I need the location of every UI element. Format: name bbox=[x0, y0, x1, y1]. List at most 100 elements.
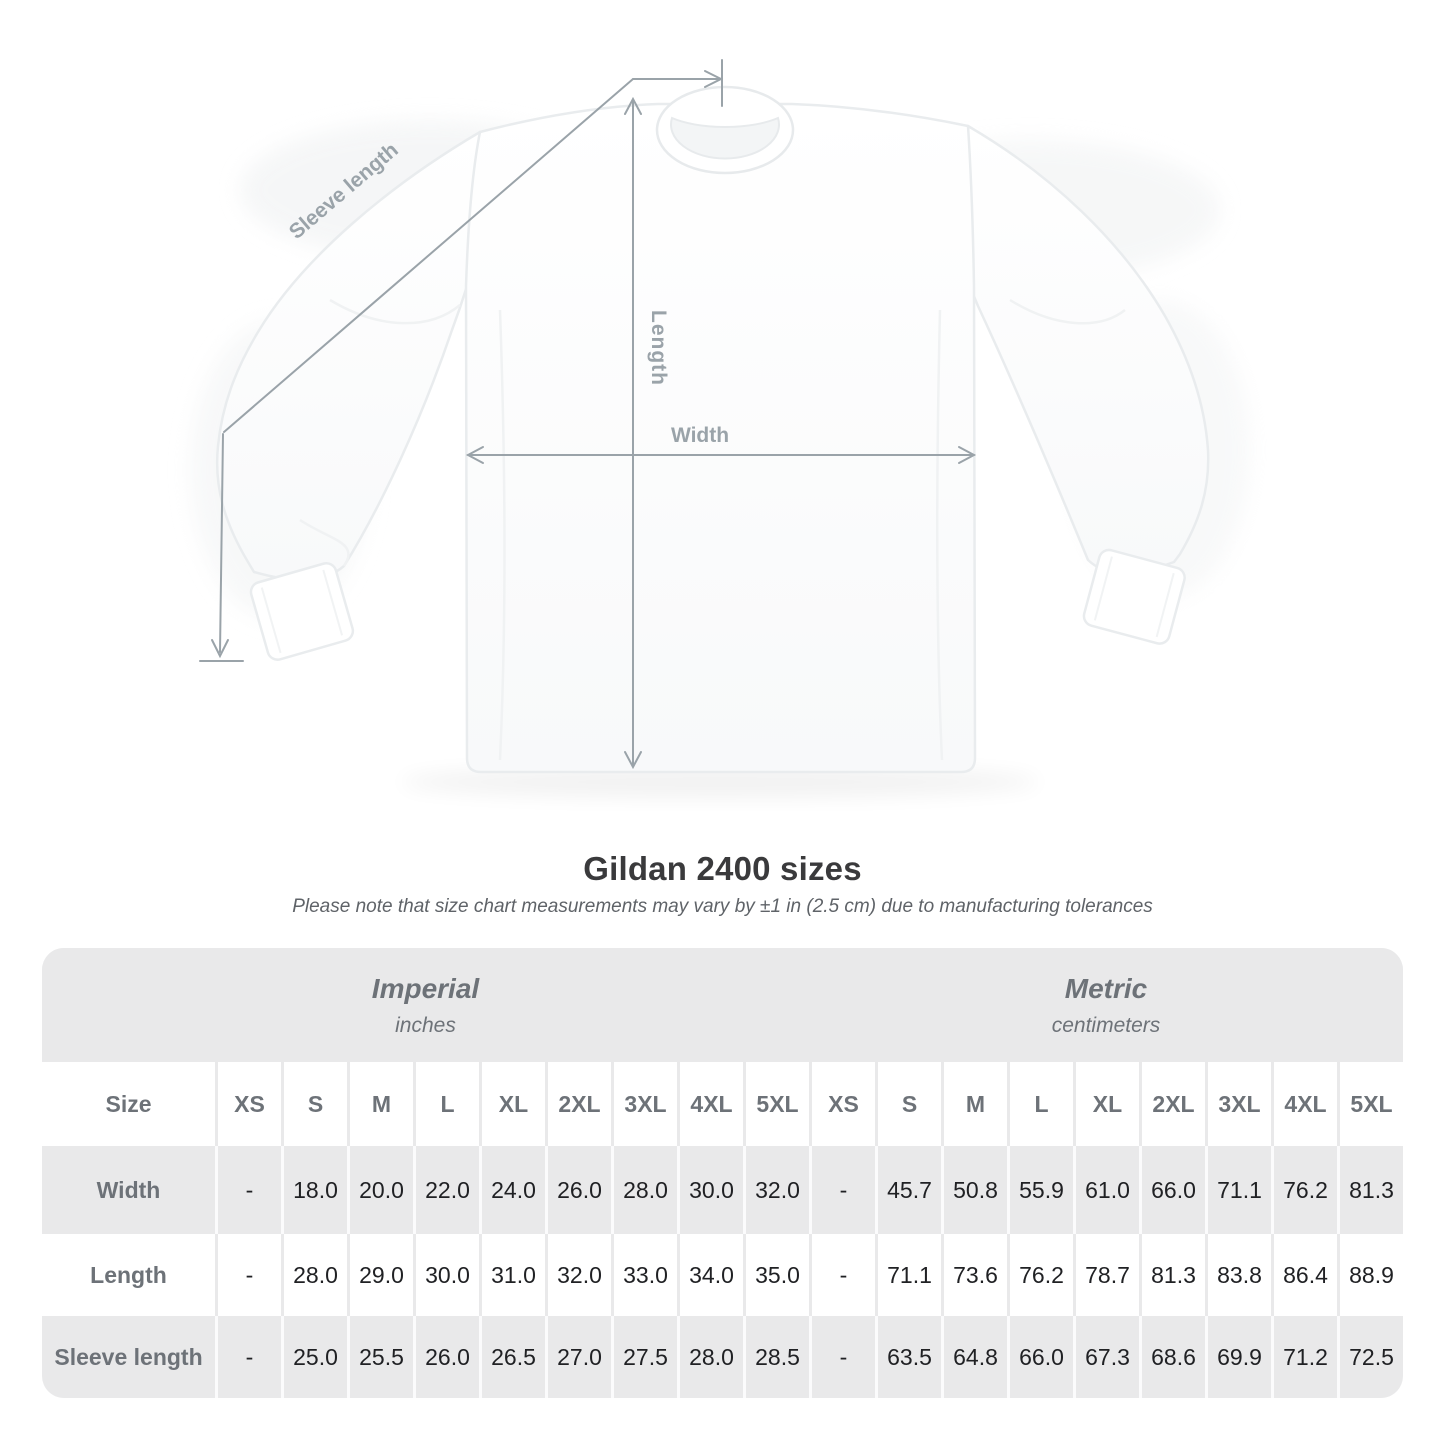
shirt-collar bbox=[655, 85, 795, 175]
cell: - bbox=[215, 1234, 281, 1316]
sleeve-length-measure-line bbox=[199, 59, 724, 662]
cell: 27.0 bbox=[545, 1316, 611, 1398]
cell: 88.9 bbox=[1337, 1234, 1403, 1316]
cell: 78.7 bbox=[1073, 1234, 1139, 1316]
cell: 50.8 bbox=[941, 1146, 1007, 1234]
row-label: Width bbox=[96, 1176, 161, 1203]
table-row-length: Length - 28.0 29.0 30.0 31.0 32.0 33.0 3… bbox=[42, 1234, 1403, 1316]
cell: 28.0 bbox=[281, 1234, 347, 1316]
width-label: Width bbox=[671, 424, 729, 447]
size-col: 2XL bbox=[1139, 1062, 1205, 1146]
cell: 63.5 bbox=[875, 1316, 941, 1398]
shirt-right-sleeve bbox=[966, 124, 1210, 575]
cell: 28.5 bbox=[743, 1316, 809, 1398]
cell: 18.0 bbox=[281, 1146, 347, 1234]
size-col: 5XL bbox=[743, 1062, 809, 1146]
cell: 72.5 bbox=[1337, 1316, 1403, 1398]
size-col: XS bbox=[215, 1062, 281, 1146]
cell: 68.6 bbox=[1139, 1316, 1205, 1398]
cell: - bbox=[215, 1146, 281, 1234]
cell: 81.3 bbox=[1337, 1146, 1403, 1234]
size-col: 4XL bbox=[677, 1062, 743, 1146]
cell: 26.0 bbox=[413, 1316, 479, 1398]
row-label: Sleeve length bbox=[54, 1343, 203, 1370]
cell: 71.2 bbox=[1271, 1316, 1337, 1398]
cell: 30.0 bbox=[677, 1146, 743, 1234]
cell: 27.5 bbox=[611, 1316, 677, 1398]
cell: 86.4 bbox=[1271, 1234, 1337, 1316]
size-col: 4XL bbox=[1271, 1062, 1337, 1146]
shirt-right-cuff bbox=[1082, 548, 1186, 645]
size-col: XL bbox=[479, 1062, 545, 1146]
size-header-row: Size XS S M L XL 2XL 3XL 4XL 5XL XS S M … bbox=[42, 1062, 1403, 1146]
cell: 67.3 bbox=[1073, 1316, 1139, 1398]
shirt-creases bbox=[299, 298, 1126, 761]
shirt-left-cuff bbox=[249, 561, 355, 661]
size-col: M bbox=[941, 1062, 1007, 1146]
length-label: Length bbox=[647, 310, 670, 386]
cell: 66.0 bbox=[1139, 1146, 1205, 1234]
cell: 64.8 bbox=[941, 1316, 1007, 1398]
table-row-sleeve-length: Sleeve length - 25.0 25.5 26.0 26.5 27.0… bbox=[42, 1316, 1403, 1398]
table-row-width: Width - 18.0 20.0 22.0 24.0 26.0 28.0 30… bbox=[42, 1146, 1403, 1234]
cell: 34.0 bbox=[677, 1234, 743, 1316]
shirt-svg: Sleeve length Length Width bbox=[190, 59, 1250, 798]
size-col: 2XL bbox=[545, 1062, 611, 1146]
cell: - bbox=[809, 1234, 875, 1316]
size-col: S bbox=[281, 1062, 347, 1146]
size-col: XL bbox=[1073, 1062, 1139, 1146]
size-col: 3XL bbox=[1205, 1062, 1271, 1146]
size-col: 5XL bbox=[1337, 1062, 1403, 1146]
size-col: XS bbox=[809, 1062, 875, 1146]
metric-label: Metric bbox=[1064, 972, 1148, 1004]
cell: 30.0 bbox=[413, 1234, 479, 1316]
cell: 76.2 bbox=[1271, 1146, 1337, 1234]
cell: 55.9 bbox=[1007, 1146, 1073, 1234]
cell: 45.7 bbox=[875, 1146, 941, 1234]
cell: 69.9 bbox=[1205, 1316, 1271, 1398]
cell: 35.0 bbox=[743, 1234, 809, 1316]
length-measure-line bbox=[624, 96, 642, 770]
cell: 76.2 bbox=[1007, 1234, 1073, 1316]
size-col: S bbox=[875, 1062, 941, 1146]
metric-header: Metric centimeters bbox=[809, 948, 1403, 1062]
cell: 22.0 bbox=[413, 1146, 479, 1234]
width-measure-line bbox=[465, 446, 977, 464]
size-col: M bbox=[347, 1062, 413, 1146]
size-table: Imperial inches Metric centimeters Size … bbox=[42, 948, 1403, 1398]
size-col: L bbox=[413, 1062, 479, 1146]
cell: 25.0 bbox=[281, 1316, 347, 1398]
cell: 29.0 bbox=[347, 1234, 413, 1316]
shirt-measurement-figure: Sleeve length Length Width bbox=[190, 59, 1250, 798]
cell: 20.0 bbox=[347, 1146, 413, 1234]
cell: 25.5 bbox=[347, 1316, 413, 1398]
cell: - bbox=[215, 1316, 281, 1398]
imperial-header: Imperial inches bbox=[42, 948, 809, 1062]
metric-unit: centimeters bbox=[1051, 1013, 1161, 1037]
cell: 31.0 bbox=[479, 1234, 545, 1316]
cell: 81.3 bbox=[1139, 1234, 1205, 1316]
cell: 61.0 bbox=[1073, 1146, 1139, 1234]
cell: - bbox=[809, 1146, 875, 1234]
measurement-lines bbox=[199, 59, 977, 770]
cell: 71.1 bbox=[1205, 1146, 1271, 1234]
cell: 66.0 bbox=[1007, 1316, 1073, 1398]
unit-header-row: Imperial inches Metric centimeters bbox=[42, 948, 1403, 1062]
shirt-body bbox=[464, 102, 977, 774]
shirt-left-sleeve bbox=[215, 130, 482, 582]
size-column-header: Size bbox=[105, 1090, 152, 1117]
size-note: Please note that size chart measurements… bbox=[292, 896, 1153, 917]
cell: 32.0 bbox=[743, 1146, 809, 1234]
cell: 73.6 bbox=[941, 1234, 1007, 1316]
cell: 71.1 bbox=[875, 1234, 941, 1316]
cell: 33.0 bbox=[611, 1234, 677, 1316]
cell: 26.0 bbox=[545, 1146, 611, 1234]
cell: 26.5 bbox=[479, 1316, 545, 1398]
cell: 28.0 bbox=[677, 1316, 743, 1398]
cell: - bbox=[809, 1316, 875, 1398]
size-col: 3XL bbox=[611, 1062, 677, 1146]
imperial-unit: inches bbox=[395, 1013, 456, 1037]
page-title: Gildan 2400 sizes bbox=[583, 850, 862, 887]
cell: 24.0 bbox=[479, 1146, 545, 1234]
row-label: Length bbox=[90, 1261, 167, 1288]
